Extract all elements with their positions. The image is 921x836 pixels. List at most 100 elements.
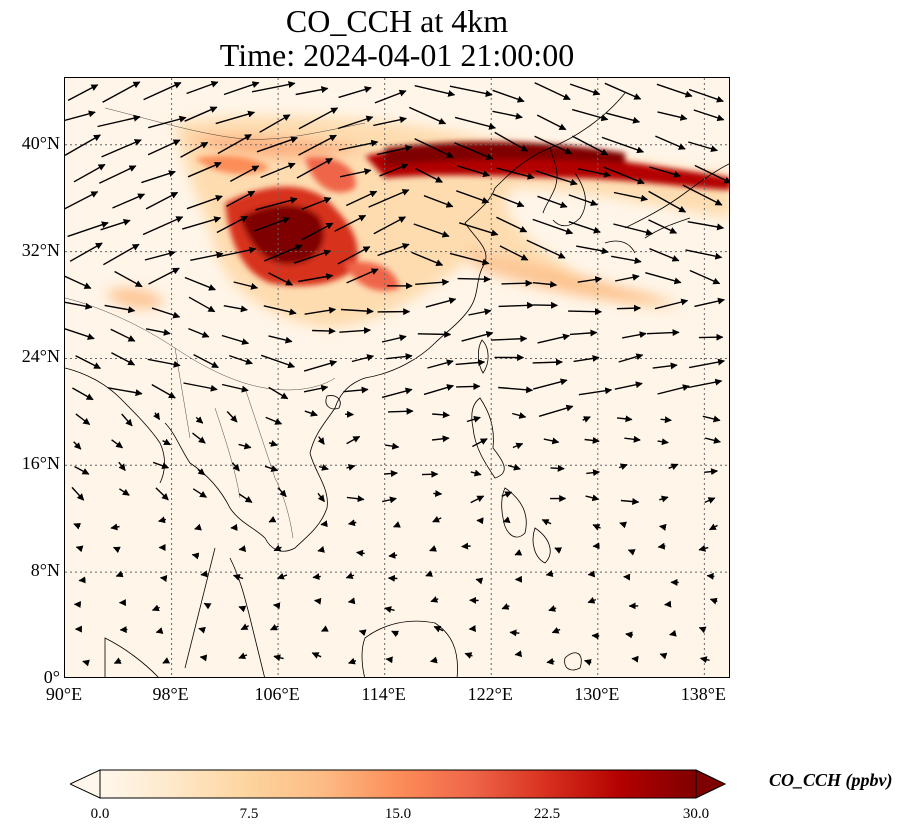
wind-arrow [657,542,666,550]
wind-arrow [624,435,641,443]
y-tick-label: 32°N [21,239,60,260]
wind-arrow [200,570,208,578]
wind-arrow [592,524,601,531]
wind-arrow [533,378,568,390]
wind-arrow [688,88,724,103]
wind-arrow [337,115,374,130]
wind-arrow [121,413,133,427]
wind-arrow [303,384,329,393]
wind-arrow [501,603,510,610]
wind-arrow [668,463,679,471]
wind-arrow [65,275,92,289]
wind-arrow [72,387,94,401]
wind-arrow [162,657,171,664]
wind-arrow [340,307,374,315]
wind-arrow [536,114,567,131]
wind-arrow [425,570,434,577]
title-variable: CO_CCH at 4km [285,3,509,39]
wind-arrow [358,629,367,637]
wind-arrow [67,221,109,238]
wind-arrow [551,627,561,634]
wind-arrow [456,382,481,390]
wind-arrow [507,463,521,471]
wind-arrow [694,164,729,184]
wind-arrow [215,110,256,125]
wind-arrow [659,495,669,503]
wind-arrow [393,521,401,528]
wind-arrow [186,195,223,210]
wind-arrow [151,604,160,612]
wind-arrow [347,519,357,527]
wind-arrow [158,516,167,524]
wind-arrow [587,570,596,578]
x-tick-label: 114°E [361,684,406,704]
wind-arrow [606,112,641,124]
wind-arrow [706,572,715,580]
wind-arrow [432,411,450,419]
wind-arrow [585,494,600,502]
colorbar [68,769,727,799]
wind-arrow [195,416,204,424]
wind-arrow [184,106,218,122]
wind-arrow [221,383,249,393]
wind-arrow [492,110,523,120]
wind-arrow [455,359,486,367]
wind-arrow [110,328,136,342]
wind-arrow [180,141,209,158]
wind-arrow [709,597,718,605]
wind-arrow [253,216,291,232]
wind-arrow [625,631,634,639]
wind-arrow [97,114,141,128]
wind-arrow [273,544,282,552]
wind-arrow [317,436,325,445]
wind-arrow [238,605,247,613]
wind-arrow [532,358,563,366]
wind-arrow [475,577,484,585]
wind-arrow [646,329,680,337]
colorbar-extend-min [68,769,101,799]
wind-arrow [659,523,667,531]
wind-arrow [73,163,106,183]
wind-arrow [65,134,101,156]
wind-arrow [223,305,248,313]
wind-arrow [115,570,124,578]
wind-arrow [387,407,414,415]
wind-arrow [100,218,131,231]
wind-arrow [533,301,558,309]
wind-arrow [192,432,206,444]
wind-arrow [417,330,452,338]
wind-arrow [568,308,602,316]
wind-arrow [144,250,176,261]
wind-arrow [548,605,557,612]
wind-arrow [155,487,169,501]
wind-arrow [73,522,82,530]
wind-arrow [233,281,259,290]
wind-arrow [512,442,524,450]
wind-arrow [688,358,725,369]
wind-arrow [546,657,555,665]
wind-arrow [584,436,600,444]
wind-arrow [268,515,277,523]
wind-arrow [538,404,574,417]
wind-arrow [162,438,172,446]
wind-arrow [268,272,294,286]
wind-arrow [502,516,511,523]
wind-arrow [648,219,678,234]
wind-arrow [298,107,339,130]
wind-arrow [103,243,140,266]
wind-arrow [317,492,325,503]
wind-arrow [578,387,613,396]
wind-arrow [312,573,321,581]
wind-arrow [337,246,371,265]
wind-arrow [430,596,439,603]
wind-arrow [228,354,253,365]
wind-arrow [111,352,136,366]
y-tick-label: 24°N [21,346,60,367]
wind-arrow [338,139,379,151]
wind-arrow [414,167,443,183]
wind-arrow [260,354,296,369]
wind-arrow [496,167,535,180]
wind-arrow [238,545,247,552]
wind-arrow [649,248,680,262]
wind-arrow [622,331,647,339]
